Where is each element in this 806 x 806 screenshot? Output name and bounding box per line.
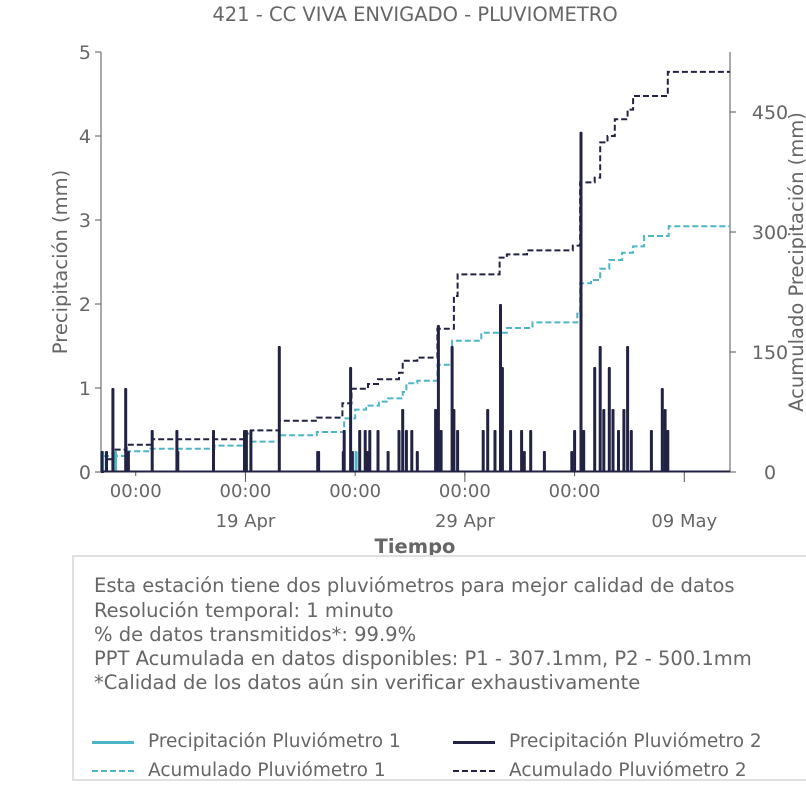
- precip-bar: [666, 430, 670, 472]
- precip-bar: [579, 131, 583, 473]
- x-tick-label: 00:00: [549, 481, 601, 502]
- y2-tick-label: 150: [752, 342, 788, 364]
- precip-bar: [249, 430, 253, 472]
- precip-bar: [663, 409, 667, 472]
- precip-bar: [522, 451, 526, 472]
- y-tick-label: 0: [79, 462, 91, 484]
- precip-bar: [452, 409, 456, 472]
- precip-bar: [434, 409, 438, 472]
- precip-bar: [404, 430, 408, 472]
- x-date-label: 19 Apr: [216, 511, 276, 532]
- precip-bar: [386, 451, 390, 472]
- legend-swatch-precip-p2: [453, 741, 495, 744]
- precip-bar: [358, 430, 362, 472]
- precip-bar: [486, 409, 490, 472]
- precip-bar: [342, 430, 346, 472]
- precip-bar: [277, 346, 281, 472]
- precip-bar: [244, 430, 248, 472]
- precip-bar: [100, 451, 104, 472]
- precip-bar: [649, 430, 653, 472]
- legend-label-accum-p2: Acumulado Pluviómetro 2: [509, 760, 747, 781]
- precip-bar: [317, 451, 321, 472]
- precip-bar: [593, 367, 597, 472]
- y2-tick-label: 450: [752, 102, 788, 124]
- precip-bar: [111, 388, 115, 472]
- info-line: Resolución temporal: 1 minuto: [94, 599, 394, 622]
- precip-bar: [626, 346, 630, 472]
- legend-label-precip-p1: Precipitación Pluviómetro 1: [148, 731, 401, 752]
- x-tick-label: 00:00: [220, 481, 272, 502]
- x-tick-label: 00:00: [329, 481, 381, 502]
- y-tick-label: 4: [79, 126, 91, 148]
- precip-bar: [150, 430, 154, 472]
- precip-bar: [176, 451, 180, 472]
- precip-bar: [397, 430, 401, 472]
- precip-bar: [617, 430, 620, 472]
- precip-bar: [542, 451, 546, 472]
- precip-bar: [212, 430, 215, 472]
- precip-bar: [529, 430, 533, 472]
- x-tick-label: 00:00: [110, 481, 162, 502]
- precip-bar: [368, 430, 372, 472]
- precip-bar: [598, 346, 602, 472]
- info-line: *Calidad de los datos aún sin verificar …: [94, 671, 641, 694]
- x-date-label: 29 Apr: [435, 511, 495, 532]
- precip-bar: [376, 430, 380, 472]
- precip-bar: [105, 451, 108, 472]
- precip-bar: [582, 430, 586, 472]
- y2-tick-label: 300: [752, 222, 788, 244]
- precip-bar: [410, 430, 414, 472]
- precip-bar: [611, 409, 615, 472]
- precip-bar: [436, 325, 440, 472]
- precip-bar: [349, 367, 353, 472]
- legend-label-precip-p2: Precipitación Pluviómetro 2: [509, 731, 762, 752]
- precip-bar: [126, 451, 130, 472]
- x-axis-label: Tiempo: [375, 535, 456, 558]
- series-acumulado-pluvi-metro-1: [101, 225, 730, 473]
- legend-swatch-accum-p2: [453, 770, 495, 772]
- precip-bar: [570, 451, 574, 472]
- legend-swatch-precip-p1: [92, 741, 134, 744]
- precip-bar: [481, 430, 485, 472]
- precip-bar: [114, 451, 118, 472]
- precip-bar: [602, 409, 606, 472]
- precip-bar: [350, 451, 354, 472]
- x-tick-label: 00:00: [439, 481, 491, 502]
- precip-bar: [509, 430, 513, 472]
- precip-bar: [607, 367, 611, 472]
- precip-bar: [573, 430, 577, 472]
- y2-tick-label: 0: [764, 462, 776, 484]
- legend-label-accum-p1: Acumulado Pluviómetro 1: [148, 760, 386, 781]
- precip-bar: [363, 430, 367, 472]
- y2-axis-label: Acumulado Precipitación (mm): [785, 112, 806, 412]
- precip-bar: [401, 409, 405, 472]
- precip-bar: [439, 430, 443, 472]
- precip-bar: [456, 430, 460, 472]
- info-line: PPT Acumulada en datos disponibles: P1 -…: [94, 647, 752, 670]
- info-box: Esta estación tiene dos pluviómetros par…: [72, 555, 806, 781]
- series-acumulado-pluvi-metro-2: [101, 70, 730, 473]
- chart-title: 421 - CC VIVA ENVIGADO - PLUVIOMETRO: [212, 3, 617, 26]
- y-axis-label: Precipitación (mm): [49, 170, 72, 354]
- rain-chart: 421 - CC VIVA ENVIGADO - PLUVIOMETRO Pre…: [49, 3, 806, 558]
- precip-bar: [493, 430, 497, 472]
- precip-bar: [500, 367, 504, 472]
- precip-bar: [415, 451, 419, 472]
- precip-bar: [622, 409, 626, 472]
- precip-bar: [354, 451, 358, 472]
- info-line: Esta estación tiene dos pluviómetros par…: [94, 574, 735, 597]
- precip-bar: [124, 388, 128, 472]
- y-tick-label: 5: [79, 42, 91, 64]
- y-tick-label: 3: [79, 210, 91, 232]
- x-date-label: 09 May: [651, 511, 717, 532]
- precip-bar: [629, 430, 633, 472]
- precip-bar: [660, 388, 664, 472]
- legend-swatch-accum-p1: [92, 770, 134, 772]
- precip-bar: [520, 430, 524, 472]
- y-tick-label: 2: [79, 294, 91, 316]
- data-marks: [100, 70, 730, 473]
- y-tick-label: 1: [79, 378, 91, 400]
- info-line: % de datos transmitidos*: 99.9%: [94, 623, 417, 646]
